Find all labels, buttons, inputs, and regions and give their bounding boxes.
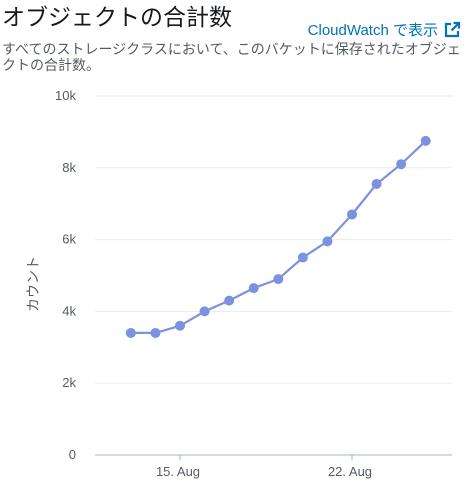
data-point[interactable]	[347, 209, 357, 220]
y-tick-label: 4k	[62, 303, 76, 318]
series-total-objects	[125, 135, 431, 338]
x-tick-label: 22. Aug	[328, 464, 372, 479]
y-axis-label: カウント	[25, 256, 41, 312]
view-in-cloudwatch-link[interactable]: CloudWatch で表示	[308, 19, 461, 40]
data-point[interactable]	[199, 306, 210, 317]
y-tick-label: 10k	[55, 88, 76, 103]
data-point[interactable]	[322, 236, 333, 247]
data-point[interactable]	[396, 159, 407, 170]
y-tick-label: 2k	[62, 375, 76, 390]
view-in-cloudwatch-label: CloudWatch で表示	[307, 22, 438, 39]
data-point[interactable]	[125, 327, 136, 338]
widget-description: すべてのストレージクラスにおいて、このバケットに保存されたオブジェクトの合計数。	[2, 41, 461, 73]
data-point[interactable]	[248, 283, 259, 294]
y-tick-label: 6k	[62, 232, 76, 247]
gridlines	[95, 95, 452, 456]
series-line	[129, 139, 427, 334]
data-point[interactable]	[420, 135, 431, 146]
data-point[interactable]	[297, 252, 308, 263]
data-point[interactable]	[371, 178, 382, 189]
external-link-icon	[443, 21, 461, 39]
y-tick-label: 8k	[62, 160, 76, 175]
y-axis-ticks: 0 2k 4k 6k 8k 10k	[55, 88, 76, 462]
data-point[interactable]	[150, 327, 161, 338]
data-point[interactable]	[224, 295, 235, 306]
y-tick-label: 0	[69, 447, 76, 462]
data-point[interactable]	[175, 320, 185, 331]
widget-title: オブジェクトの合計数	[2, 4, 232, 30]
x-tick-label: 15. Aug	[156, 464, 200, 479]
data-point[interactable]	[273, 274, 284, 285]
x-axis: 15. Aug 22. Aug	[95, 454, 452, 479]
